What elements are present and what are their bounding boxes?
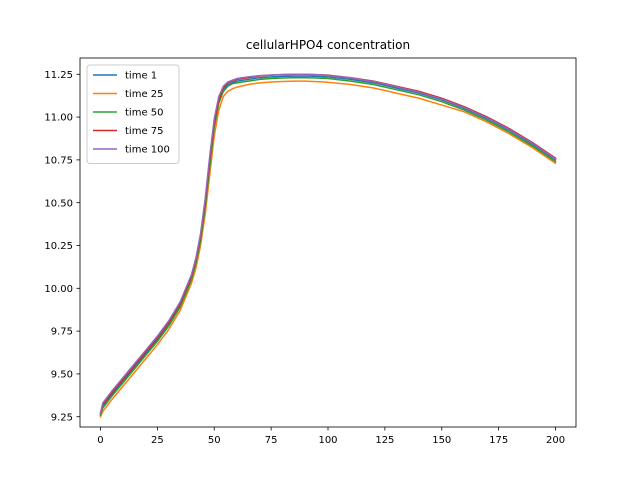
x-tick-label: 75 — [265, 435, 278, 446]
legend-label: time 50 — [125, 108, 164, 119]
y-tick-label: 11.25 — [44, 70, 73, 81]
x-tick-label: 150 — [432, 435, 451, 446]
x-tick-label: 50 — [208, 435, 221, 446]
legend: time 1 time 25 time 50 time 75 time 100 — [86, 64, 180, 164]
series-line-1 — [99, 75, 557, 416]
y-tick-label: 10.25 — [44, 241, 73, 252]
x-tick-label: 175 — [489, 435, 508, 446]
series-line-2 — [99, 80, 557, 418]
x-axis-ticks: 0 25 50 75 100 125 150 175 200 — [97, 427, 565, 446]
y-tick-label: 9.75 — [51, 327, 73, 338]
y-tick-label: 10.75 — [44, 155, 73, 166]
legend-label: time 100 — [125, 145, 170, 156]
legend-box — [86, 64, 180, 164]
x-tick-label: 0 — [97, 435, 103, 446]
legend-label: time 1 — [125, 71, 157, 82]
y-tick-label: 9.25 — [51, 412, 73, 423]
series-lines — [99, 73, 557, 418]
y-axis-ticks: 9.25 9.50 9.75 10.00 10.25 10.50 10.75 11.00 11.… — [44, 70, 80, 423]
y-tick-label: 9.50 — [51, 370, 73, 381]
y-tick-label: 11.00 — [44, 113, 73, 124]
series-line-4 — [99, 73, 557, 415]
series-line-3 — [99, 76, 557, 416]
legend-label: time 25 — [125, 89, 164, 100]
chart-title: cellularHPO4 concentration — [246, 38, 410, 52]
y-tick-label: 10.00 — [44, 284, 73, 295]
series-line-5 — [99, 73, 557, 415]
legend-label: time 75 — [125, 126, 164, 137]
x-tick-label: 25 — [151, 435, 164, 446]
y-tick-label: 10.50 — [44, 198, 73, 209]
x-tick-label: 125 — [375, 435, 394, 446]
x-tick-label: 100 — [318, 435, 337, 446]
x-tick-label: 200 — [546, 435, 565, 446]
